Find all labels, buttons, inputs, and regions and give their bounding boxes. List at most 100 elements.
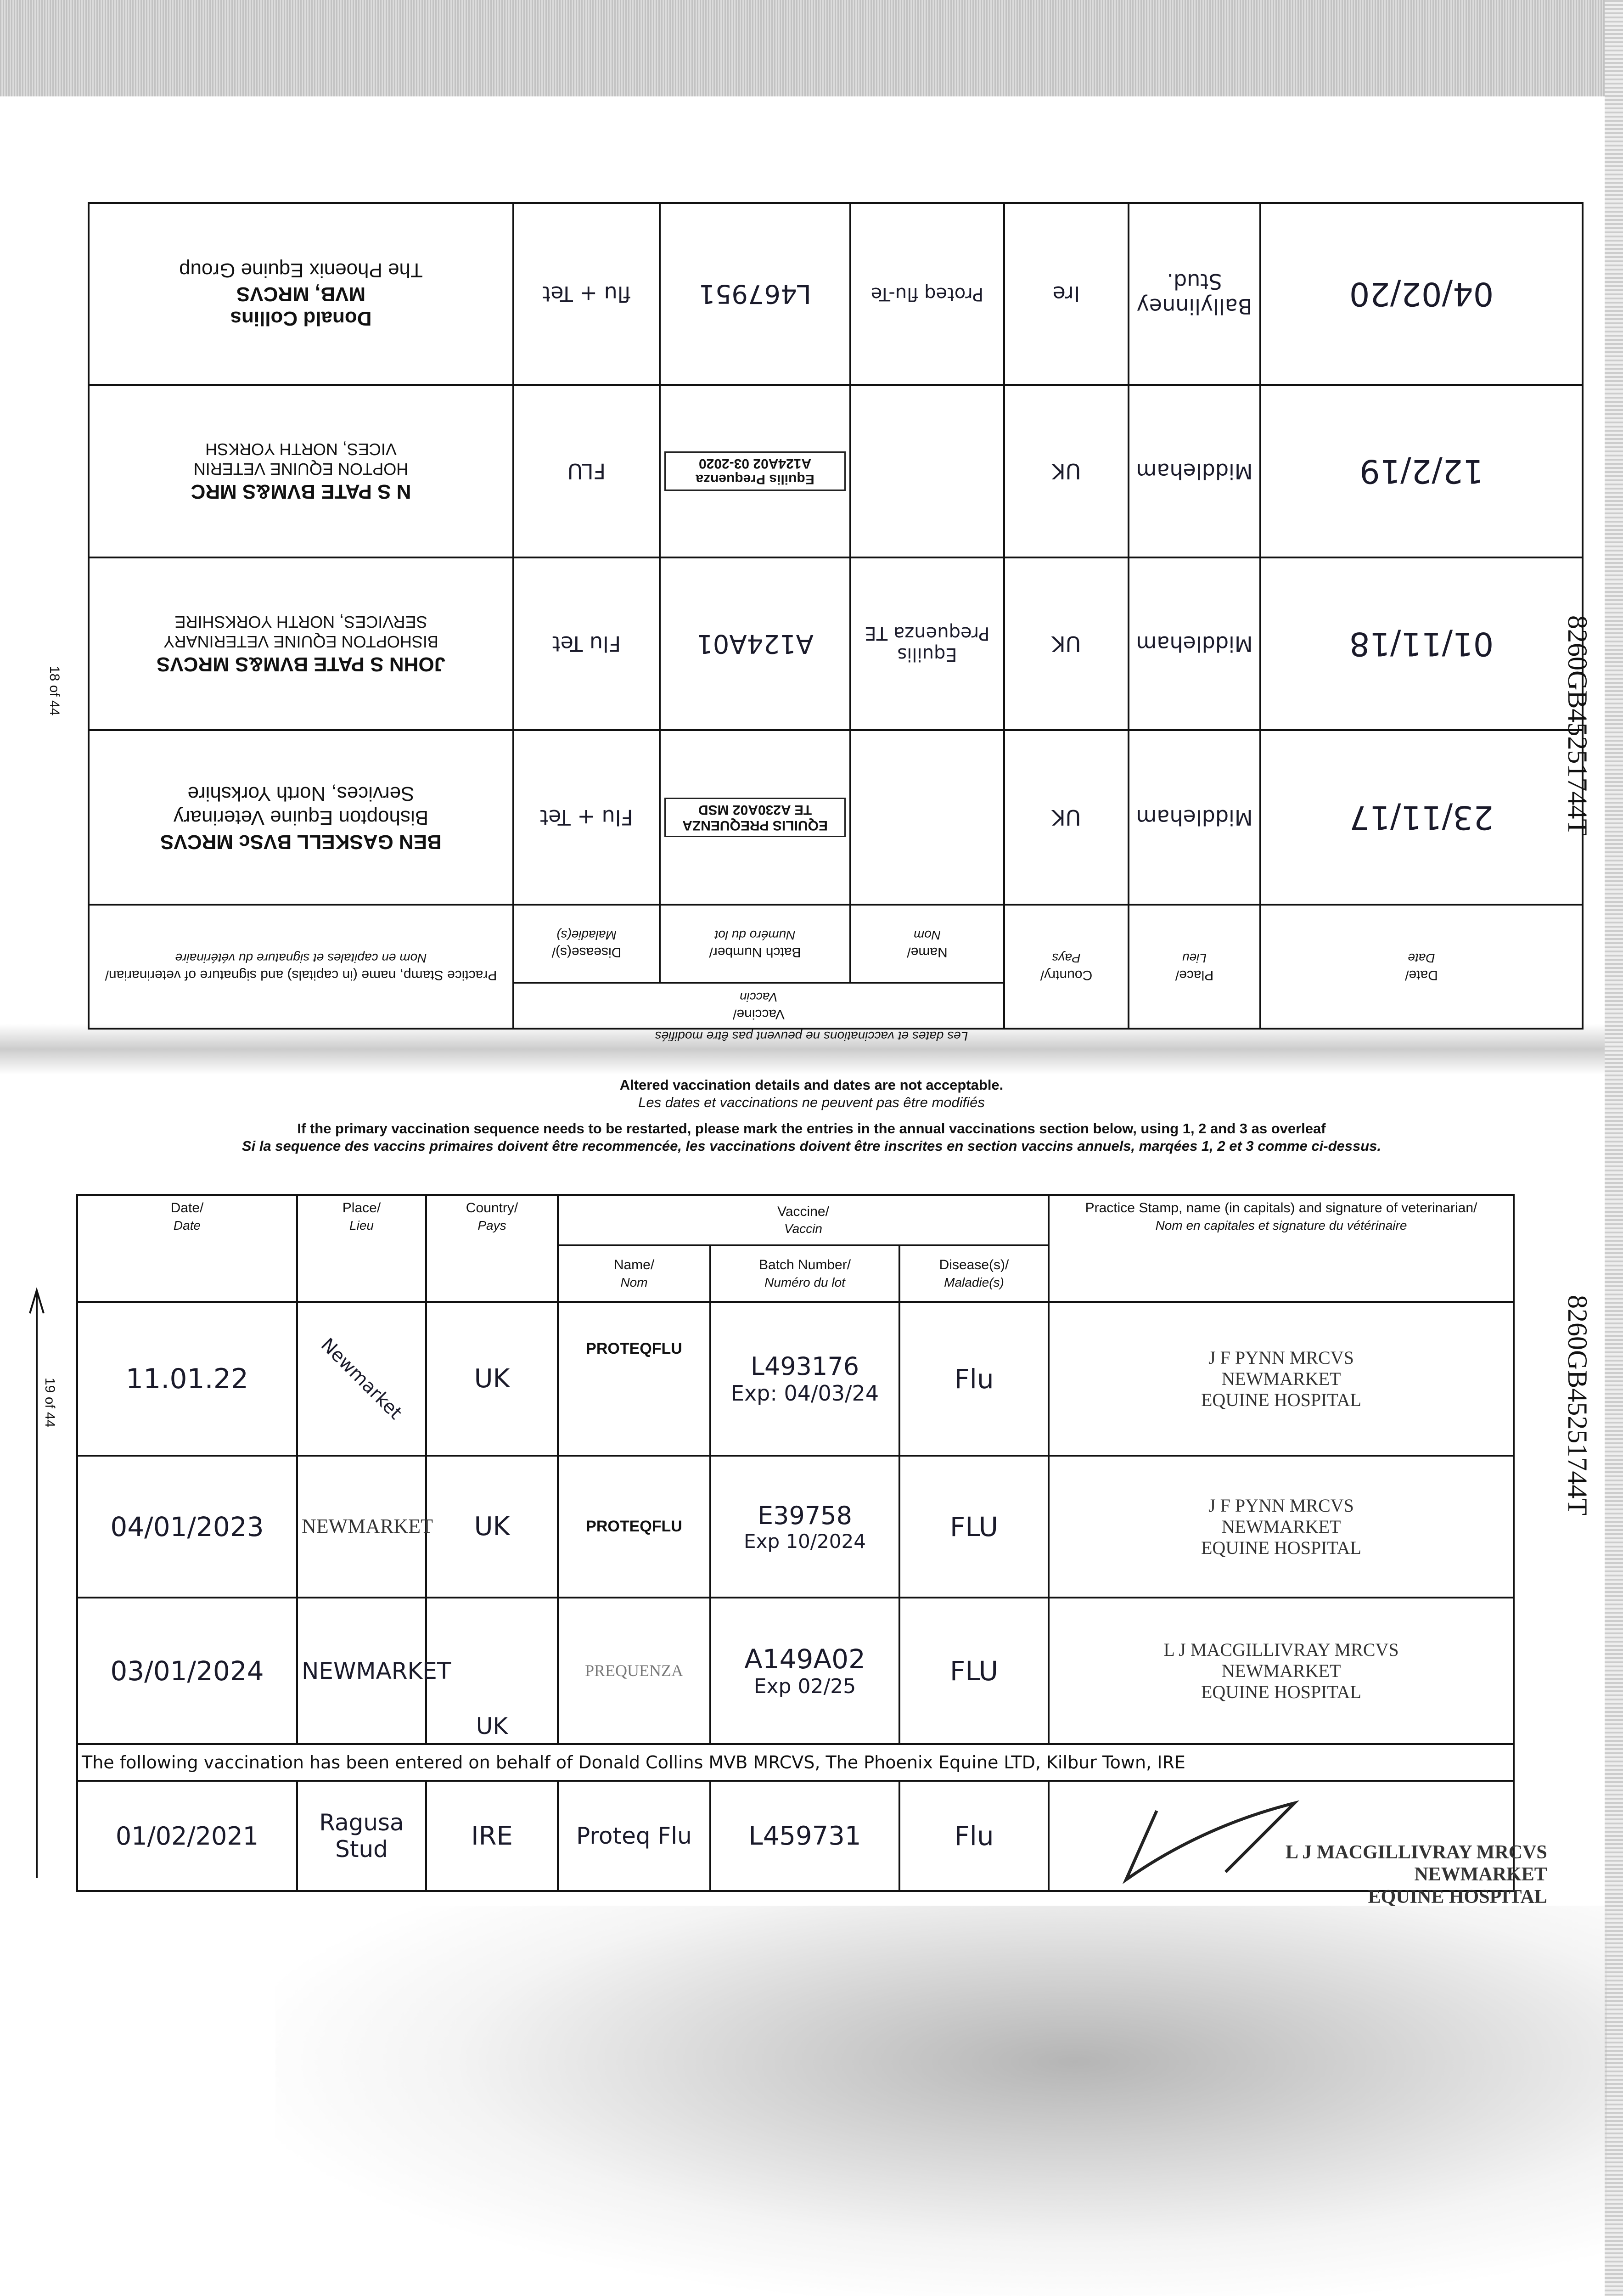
- date-cell: 04/01/2023: [76, 1455, 298, 1598]
- page-fold: [0, 1024, 1623, 1075]
- place-cell: Ballylinney Stud.: [1129, 203, 1260, 385]
- disease-cell: Flu + Tet: [513, 730, 660, 905]
- date-cell: 04/02/20: [1260, 203, 1583, 385]
- batch-cell: Equilis Prequenza A124A02 03-2020: [660, 385, 850, 557]
- header-stamp: Practice Stamp, name (in capitals) and s…: [89, 905, 513, 1029]
- stamp-cell: Donald Collins MVB, MRCVS The Phoenix Equi…: [89, 203, 513, 385]
- note-row: The following vaccination has been enter…: [76, 1743, 1515, 1782]
- disease-cell: FLU: [899, 1597, 1050, 1745]
- place-cell: Middleham: [1129, 557, 1260, 730]
- batch-cell: A149A02 Exp 02/25: [709, 1597, 900, 1745]
- name-cell: [850, 385, 1004, 557]
- name-cell: PREQUENZA: [557, 1597, 711, 1745]
- place-cell: NEWMARKET: [296, 1455, 433, 1598]
- disease-cell: flu + Tet: [513, 203, 660, 385]
- notice-restart-fr: Si la sequence des vaccins primaires doi…: [241, 1138, 1382, 1154]
- notice-altered: Altered vaccination details and dates ar…: [619, 1077, 1004, 1093]
- bottom-vaccination-table: Date/Date Place/Lieu Country/Pays Vaccin…: [76, 1194, 1515, 1892]
- name-cell: Equilis Prequenza TE: [850, 557, 1004, 730]
- header-disease: Disease(s)/Maladie(s): [513, 905, 660, 983]
- document-id-bottom: 8260GB45251744T: [1562, 1295, 1593, 1515]
- header-place: Place/Lieu: [296, 1194, 427, 1303]
- top-header-note: Les dates et vaccinations ne peuvent pas…: [655, 1029, 968, 1043]
- signature: [1122, 1800, 1300, 1884]
- place-cell: Middleham: [1129, 730, 1260, 905]
- page-number-top: 18 of 44: [47, 666, 62, 716]
- stamp-cell: L J MACGILLIVRAY MRCVS NEWMARKET EQUINE HO…: [1048, 1597, 1515, 1745]
- date-cell: 01/02/2021: [76, 1780, 298, 1892]
- stamp-cell: BEN GASKELL BVSc MRCVS Bishopton Equine V…: [89, 730, 513, 905]
- table-row: 11.01.22 Newmarket UK PROTEQFLU L493176 E…: [76, 1278, 1515, 1479]
- disease-cell: Flu Tet: [513, 557, 660, 730]
- batch-cell: A124A01: [660, 557, 850, 730]
- batch-cell: L467951: [660, 203, 850, 385]
- table-row: 03/01/2024 NEWMARKET UK PREQUENZA A149A0…: [76, 1597, 1515, 1745]
- stamp-cell: J F PYNN MRCVS NEWMARKET EQUINE HOSPITAL: [1048, 1301, 1515, 1457]
- header-vaccine: Vaccine/Vaccin: [557, 1194, 1050, 1246]
- header-name: Name/Nom: [557, 1244, 711, 1303]
- batch-cell: EQUILIS PREQUENZA TE A230A02 MSD: [660, 730, 850, 905]
- table-row: 04/01/2023 NEWMARKET UK PROTEQFLU E39758…: [76, 1455, 1515, 1598]
- arrow-up-icon: [29, 1287, 45, 1878]
- header-vaccine: Vaccine/Vaccin: [513, 983, 1004, 1029]
- disease-cell: FLU: [899, 1455, 1050, 1598]
- country-cell: UK: [1004, 557, 1129, 730]
- scan-smudge: [275, 1906, 1607, 2296]
- header-date: Date/Date: [1260, 905, 1583, 1029]
- notice-altered-fr: Les dates et vaccinations ne peuvent pas…: [638, 1094, 985, 1110]
- place-cell: Middleham: [1129, 385, 1260, 557]
- name-cell: Proteq flu-Te: [850, 203, 1004, 385]
- date-cell: 11.01.22: [76, 1301, 298, 1457]
- disease-cell: FLU: [513, 385, 660, 557]
- place-cell: NEWMARKET: [296, 1597, 451, 1745]
- header-batch: Batch Number/Numéro du lot: [709, 1244, 900, 1303]
- country-cell: UK: [1004, 385, 1129, 557]
- header-country: Country/Pays: [425, 1194, 559, 1303]
- date-cell: 23/11/17: [1260, 730, 1583, 905]
- date-cell: 03/01/2024: [76, 1597, 298, 1745]
- stamp-cell: JOHN S PATE BVM&S MRCVS BISHOPTON EQUINE …: [89, 557, 513, 730]
- header-batch: Batch Number/Numéro du lot: [660, 905, 850, 983]
- notice-restart: If the primary vaccination sequence need…: [297, 1120, 1326, 1137]
- place-cell: Ragusa Stud: [296, 1780, 427, 1892]
- name-cell: Proteq Flu: [557, 1780, 711, 1892]
- country-cell: UK: [1004, 730, 1129, 905]
- date-cell: 12/2/19: [1260, 385, 1583, 557]
- country-cell: IRE: [425, 1780, 559, 1892]
- stamp-cell: J F PYNN MRCVS NEWMARKET EQUINE HOSPITAL: [1048, 1455, 1515, 1598]
- vaccine-sticker: EQUILIS PREQUENZA TE A230A02 MSD: [664, 798, 846, 837]
- header-place: Place/Lieu: [1129, 905, 1260, 1029]
- batch-cell: L493176 Exp: 04/03/24: [709, 1301, 900, 1457]
- document-id-top: 8260GB45251744T: [1562, 615, 1593, 836]
- date-cell: 01/11/18: [1260, 557, 1583, 730]
- batch-cell: E39758 Exp 10/2024: [709, 1455, 900, 1598]
- late-entry-note: The following vaccination has been enter…: [76, 1743, 1515, 1782]
- disease-cell: Flu: [899, 1301, 1050, 1457]
- name-cell: PROTEQFLU: [557, 1301, 711, 1457]
- header-disease: Disease(s)/Maladie(s): [899, 1244, 1050, 1303]
- country-cell: UK: [425, 1455, 559, 1598]
- header-name: Name/Nom: [850, 905, 1004, 983]
- header-country: Country/Pays: [1004, 905, 1129, 1029]
- table-row: 12/2/19 Middleham UK Equilis Prequenza A…: [89, 385, 1583, 557]
- name-cell: [850, 730, 1004, 905]
- table-row: 04/02/20 Ballylinney Stud. Ire Proteq fl…: [89, 203, 1583, 385]
- header-stamp: Practice Stamp, name (in capitals) and s…: [1048, 1194, 1515, 1303]
- scan-edge: [1605, 0, 1623, 2296]
- country-cell: Ire: [1004, 203, 1129, 385]
- name-cell: PROTEQFLU: [557, 1455, 711, 1598]
- country-cell: UK: [425, 1597, 559, 1745]
- header-date: Date/Date: [76, 1194, 298, 1303]
- batch-cell: L459731: [709, 1780, 900, 1892]
- scan-shadow-band: [0, 0, 1623, 96]
- country-cell: UK: [425, 1301, 559, 1457]
- table-row: 23/11/17 Middleham UK EQUILIS PREQUENZA …: [89, 730, 1583, 905]
- stamp-cell: N S PATE BVM&S MRC HOPTON EQUINE VETERIN V…: [89, 385, 513, 557]
- table-row: 01/02/2021 Ragusa Stud IRE Proteq Flu L4…: [76, 1780, 1515, 1892]
- stamp-cell: [1048, 1780, 1515, 1892]
- top-vaccination-table: Date/Date Place/Lieu Country/Pays Vaccin…: [88, 202, 1584, 1030]
- disease-cell: Flu: [899, 1780, 1050, 1892]
- table-row: 01/11/18 Middleham UK Equilis Prequenza …: [89, 557, 1583, 730]
- late-entry-stamp: L J MACGILLIVRAY MRCVS NEWMARKET EQUINE …: [1286, 1842, 1547, 1908]
- vaccine-sticker: Equilis Prequenza A124A02 03-2020: [664, 451, 846, 491]
